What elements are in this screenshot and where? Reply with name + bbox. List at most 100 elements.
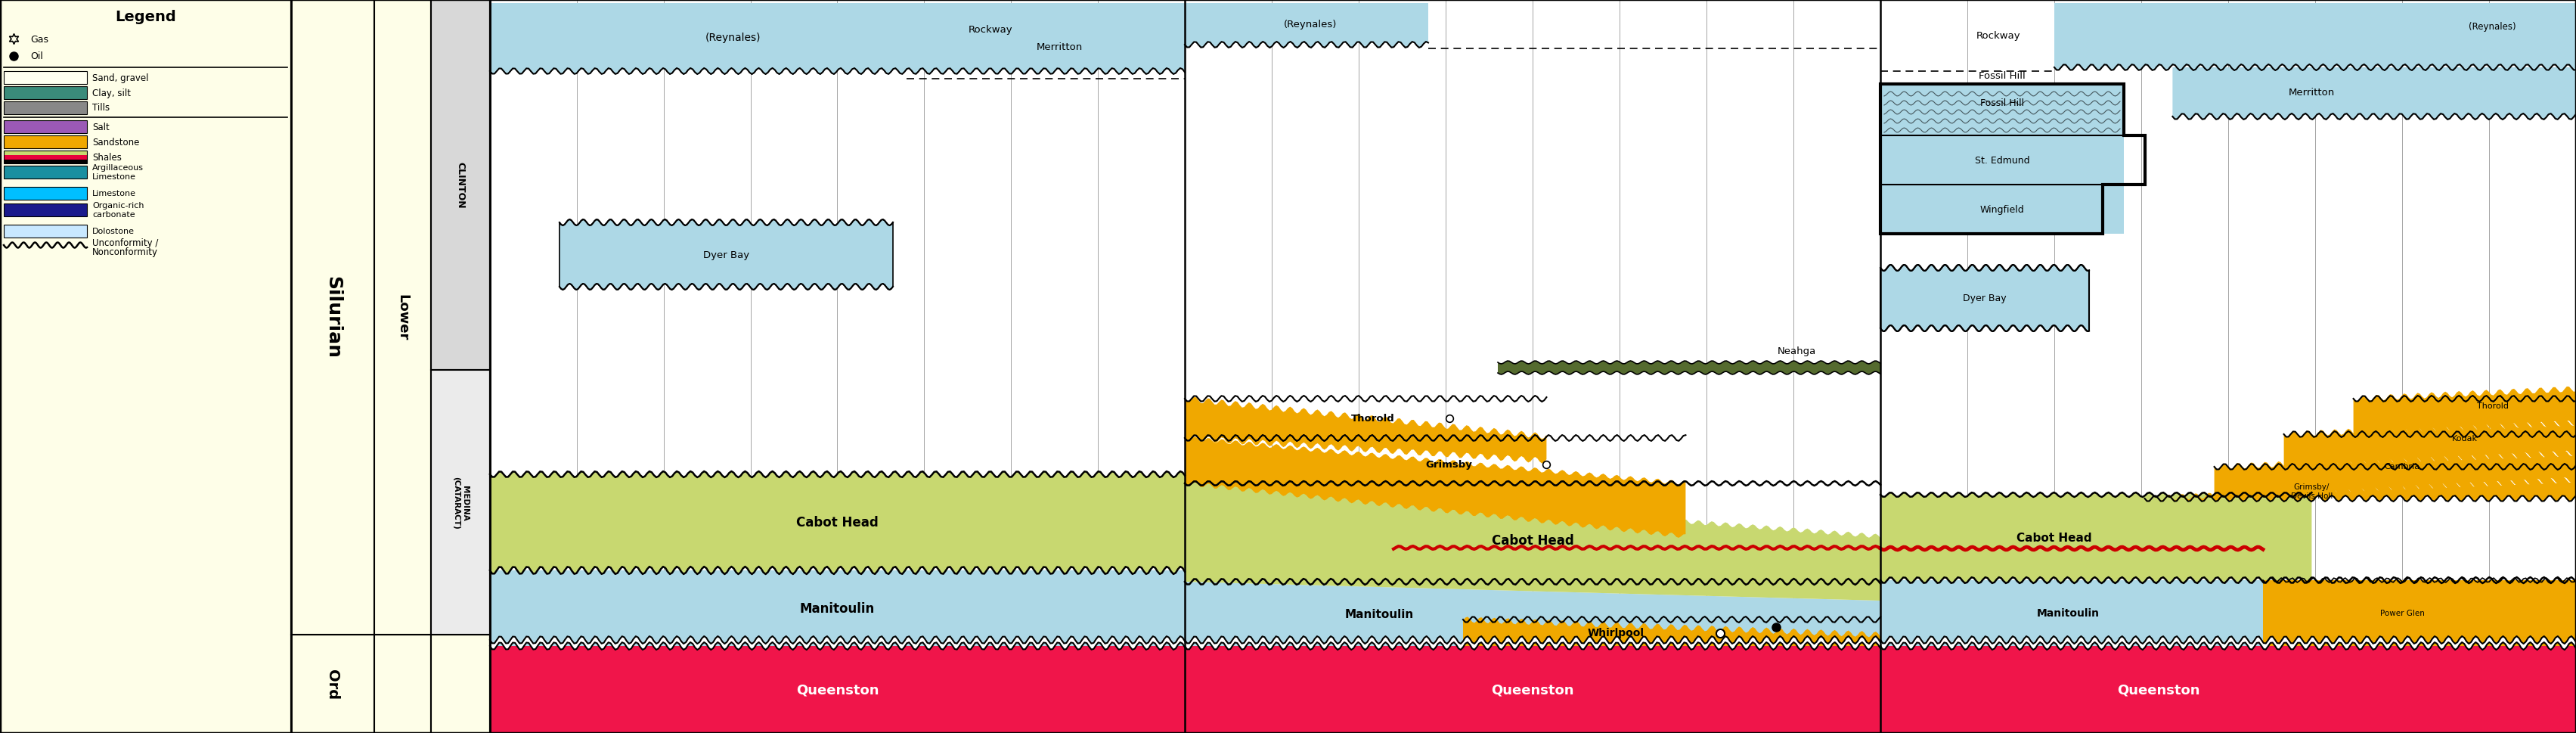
Bar (2262, 581, 2576, 646)
Text: Dyer Bay: Dyer Bay (1963, 294, 2007, 303)
Polygon shape (2053, 4, 2576, 71)
Bar (489, 570, 1185, 646)
Text: Dyer Bay: Dyer Bay (703, 250, 750, 260)
Bar (1185, 646, 1880, 733)
Bar (489, 0, 2576, 733)
Bar (374, 635, 430, 733)
Text: (Reynales): (Reynales) (2468, 21, 2517, 32)
Text: Sandstone: Sandstone (93, 137, 139, 147)
Text: Gas: Gas (31, 34, 49, 44)
Text: CLINTON: CLINTON (456, 162, 466, 208)
Bar (3, 102, 88, 115)
Text: Oil: Oil (31, 52, 44, 62)
Polygon shape (489, 636, 1185, 650)
Text: MEDINA
(CATARACT): MEDINA (CATARACT) (453, 476, 469, 529)
Text: Rockway: Rockway (969, 26, 1012, 35)
Text: Whirlpool: Whirlpool (1587, 627, 1643, 638)
Text: Manitoulin: Manitoulin (801, 602, 876, 615)
Text: (Reynales): (Reynales) (1283, 20, 1337, 29)
Polygon shape (2146, 477, 2576, 502)
Bar (489, 0, 2576, 733)
Bar (291, 0, 374, 635)
Polygon shape (489, 471, 1185, 573)
Polygon shape (1880, 265, 2089, 332)
Polygon shape (489, 4, 1185, 75)
Text: Sand, gravel: Sand, gravel (93, 73, 149, 83)
Text: Legend: Legend (116, 10, 175, 23)
Bar (3, 166, 88, 179)
Text: Power Glen: Power Glen (2380, 609, 2424, 617)
Bar (1880, 136, 2123, 185)
Text: Fossil Hill: Fossil Hill (1981, 98, 2025, 108)
Bar (374, 0, 430, 635)
Text: Cambria: Cambria (2385, 463, 2419, 471)
Text: Thorold: Thorold (2476, 402, 2509, 410)
Polygon shape (1880, 493, 2311, 583)
Bar (0, 0, 291, 733)
Text: Thorold: Thorold (1350, 413, 1394, 424)
Bar (1880, 646, 2576, 733)
Text: Ord: Ord (325, 668, 340, 699)
Text: Neahga: Neahga (1777, 347, 1816, 356)
Text: (Reynales): (Reynales) (706, 32, 760, 43)
Polygon shape (2354, 387, 2576, 437)
Bar (291, 0, 489, 733)
Polygon shape (559, 220, 894, 290)
Text: Queenston: Queenston (2117, 682, 2200, 696)
Bar (3, 188, 88, 200)
Bar (3, 204, 88, 217)
Polygon shape (1463, 617, 1880, 646)
Text: Argillaceous
Limestone: Argillaceous Limestone (93, 164, 144, 180)
Bar (1880, 581, 2576, 646)
Text: Queenston: Queenston (1492, 682, 1574, 696)
Bar (3, 72, 88, 84)
Text: St. Edmund: St. Edmund (1976, 155, 2030, 166)
Text: Merritton: Merritton (1036, 43, 1082, 53)
Text: Shales: Shales (93, 152, 121, 162)
Text: Salt: Salt (93, 122, 108, 132)
Bar (1880, 84, 2123, 136)
Polygon shape (1185, 397, 1546, 464)
Text: Cabot Head: Cabot Head (2017, 532, 2092, 543)
Text: Cabot Head: Cabot Head (1492, 534, 1574, 547)
Bar (3, 136, 88, 149)
Text: Merritton: Merritton (2287, 88, 2334, 97)
Bar (430, 0, 489, 370)
Polygon shape (1497, 361, 1880, 375)
Bar (291, 635, 374, 733)
Text: Manitoulin: Manitoulin (2038, 608, 2099, 619)
Text: Lower: Lower (397, 294, 410, 341)
Text: Dolostone: Dolostone (93, 227, 134, 235)
Polygon shape (1880, 636, 2576, 650)
Text: Grimsby: Grimsby (1425, 460, 1473, 470)
Bar (3, 225, 88, 238)
Bar (3, 151, 88, 155)
Text: Limestone: Limestone (93, 190, 137, 197)
Polygon shape (1185, 437, 1685, 538)
Bar (0, 0, 291, 733)
Text: Manitoulin: Manitoulin (1345, 608, 1414, 619)
Text: Nonconformity: Nonconformity (93, 248, 157, 257)
Polygon shape (1185, 636, 1880, 650)
Text: Tills: Tills (93, 103, 111, 113)
Text: Organic-rich
carbonate: Organic-rich carbonate (93, 202, 144, 218)
Text: Rockway: Rockway (1976, 31, 2020, 41)
Polygon shape (1185, 482, 1880, 601)
Bar (489, 646, 1185, 733)
Text: Cabot Head: Cabot Head (796, 516, 878, 529)
Bar (3, 121, 88, 133)
Bar (430, 635, 489, 733)
Polygon shape (1185, 582, 1880, 646)
Text: Clay, silt: Clay, silt (93, 88, 131, 98)
Text: Silurian: Silurian (325, 276, 343, 358)
Text: Queenston: Queenston (796, 682, 878, 696)
Bar (3, 161, 88, 164)
Polygon shape (2285, 421, 2576, 470)
Text: Wingfield: Wingfield (1981, 205, 2025, 215)
Text: Kodak: Kodak (2452, 435, 2478, 442)
Text: Grimsby/
Devils Holl: Grimsby/ Devils Holl (2290, 483, 2334, 499)
Polygon shape (2215, 451, 2576, 501)
Bar (3, 151, 88, 164)
Bar (430, 370, 489, 635)
Polygon shape (1185, 4, 1427, 48)
